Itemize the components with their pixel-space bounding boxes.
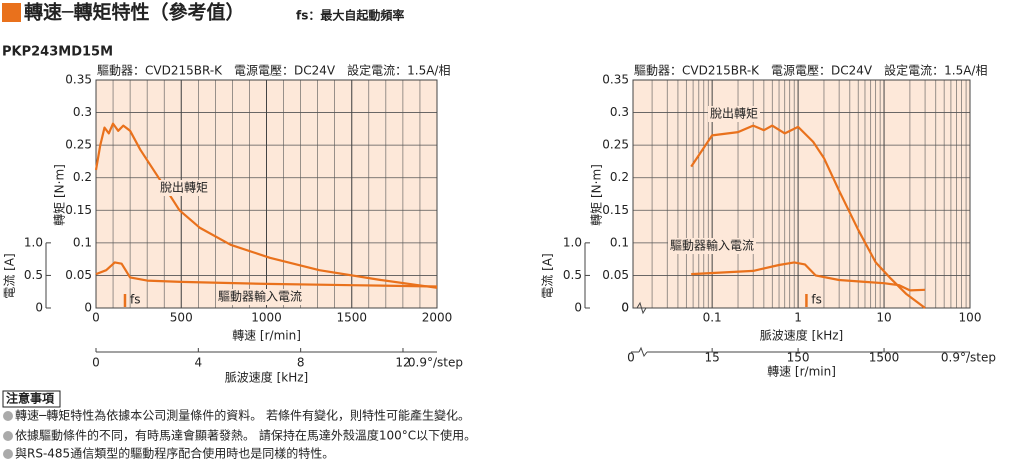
y-tick-label: 0.35 <box>65 73 92 87</box>
axis-break <box>636 301 647 315</box>
x2-tick-label: 15 <box>705 351 720 365</box>
series-line <box>95 261 438 288</box>
bullet <box>3 411 13 421</box>
series-line <box>94 122 438 289</box>
y-tick-label: 0 <box>84 301 92 315</box>
model-name: PKP243MD15M <box>2 45 113 60</box>
y-tick-label: 0.1 <box>73 235 92 249</box>
axis-break-label: 0 <box>621 301 629 315</box>
y2-tick-label: 0.5 <box>563 268 582 282</box>
x2-tick-label: 12 <box>395 356 410 370</box>
chart-title: 驅動器：CVD215BR-K 電源電壓：DC24V 設定電流：1.5A/相 <box>634 63 987 78</box>
x2-tick-label: 0 <box>92 356 100 370</box>
page-title: 轉速─轉矩特性（參考值） <box>24 1 244 24</box>
series-label: 驅動器輸入電流 <box>218 289 302 304</box>
x2-unit: 0.9°/step <box>408 356 463 370</box>
y2-tick-label: 1.0 <box>24 235 43 249</box>
x2-tick-label: 8 <box>297 356 305 370</box>
series-label: 脫出轉矩 <box>160 180 208 195</box>
y2-tick-label: 0.5 <box>24 268 43 282</box>
y2-tick-label: 0 <box>574 301 582 315</box>
y-tick-label: 0.1 <box>610 235 629 249</box>
y-tick-label: 0.15 <box>602 203 629 217</box>
y-tick-label: 0.3 <box>610 105 629 119</box>
series-line <box>691 261 926 292</box>
x-tick-label: 10 <box>876 311 891 325</box>
y-tick-label: 0.2 <box>73 170 92 184</box>
x-axis-label: 脈波速度 [kHz] <box>760 328 843 343</box>
series-label-bg <box>668 238 756 254</box>
series-label-bg <box>708 106 760 122</box>
series-label: 脫出轉矩 <box>710 106 758 121</box>
y2-axis-label: 電流 [A] <box>3 253 17 298</box>
y2-tick-label: 1.0 <box>563 235 582 249</box>
x-tick-label: 1500 <box>336 311 367 325</box>
x-tick-label: 100 <box>959 311 982 325</box>
y-tick-label: 0.25 <box>65 138 92 152</box>
x2-axis-label: 轉速 [r/min] <box>767 365 836 379</box>
title-mark <box>2 3 21 22</box>
y-tick-label: 0.15 <box>65 203 92 217</box>
bullet <box>3 449 13 459</box>
x2-tick-label: 150 <box>787 351 810 365</box>
axis-break <box>638 346 648 358</box>
x2-unit: 0.9°/step <box>941 351 996 365</box>
y-tick-label: 0.35 <box>602 73 629 87</box>
y-tick-label: 0.05 <box>602 268 629 282</box>
x-tick-label: 0.1 <box>703 311 722 325</box>
y-tick-label: 0.25 <box>602 138 629 152</box>
plot-area <box>633 80 970 308</box>
note: 依據驅動條件的不同，有時馬達會顯著發熱。 請保持在馬達外殼溫度100°C以下使用… <box>15 428 476 443</box>
y-axis-label: 轉矩 [N·m] <box>53 164 67 226</box>
x-tick-label: 2000 <box>422 311 453 325</box>
x2-tick-label: 1500 <box>869 351 900 365</box>
x-tick-label: 1000 <box>251 311 282 325</box>
x-axis-label: 轉速 [r/min] <box>232 329 301 343</box>
fs-label: fs <box>811 293 821 307</box>
series-line <box>690 124 926 309</box>
series-label-bg <box>216 289 304 305</box>
plot-frame <box>95 79 438 309</box>
x2-axis-label: 脈波速度 [kHz] <box>225 370 308 385</box>
notes-title: 注意事項 <box>6 391 55 406</box>
y2-tick-label: 0 <box>35 301 43 315</box>
x-tick-label: 1 <box>794 311 802 325</box>
x-tick-label: 0 <box>92 311 100 325</box>
bullet <box>3 431 13 441</box>
x-tick-label: 500 <box>170 311 193 325</box>
note: 與RS-485通信類型的驅動程序配合使用時也是同樣的特性。 <box>15 446 334 461</box>
series-label: 驅動器輸入電流 <box>670 238 754 253</box>
plot-frame <box>632 79 971 309</box>
page-subtitle: fs：最大自起動頻率 <box>296 8 404 23</box>
y2-axis-label: 電流 [A] <box>541 253 555 298</box>
y-tick-label: 0.05 <box>65 268 92 282</box>
series-label-bg <box>158 180 210 196</box>
axis-break-label: 0 <box>627 351 635 365</box>
x2-tick-label: 4 <box>195 356 203 370</box>
fs-label: fs <box>130 293 140 307</box>
y-tick-label: 0.3 <box>73 105 92 119</box>
chart-title: 驅動器：CVD215BR-K 電源電壓：DC24V 設定電流：1.5A/相 <box>97 63 450 78</box>
y-axis-label: 轉矩 [N·m] <box>590 164 604 226</box>
notes-box <box>2 390 61 408</box>
note: 轉速─轉矩特性為依據本公司測量條件的資料。 若條件有變化，則特性可能產生變化。 <box>15 408 470 423</box>
y-tick-label: 0.2 <box>610 170 629 184</box>
y-tick-label: 0 <box>621 301 629 315</box>
